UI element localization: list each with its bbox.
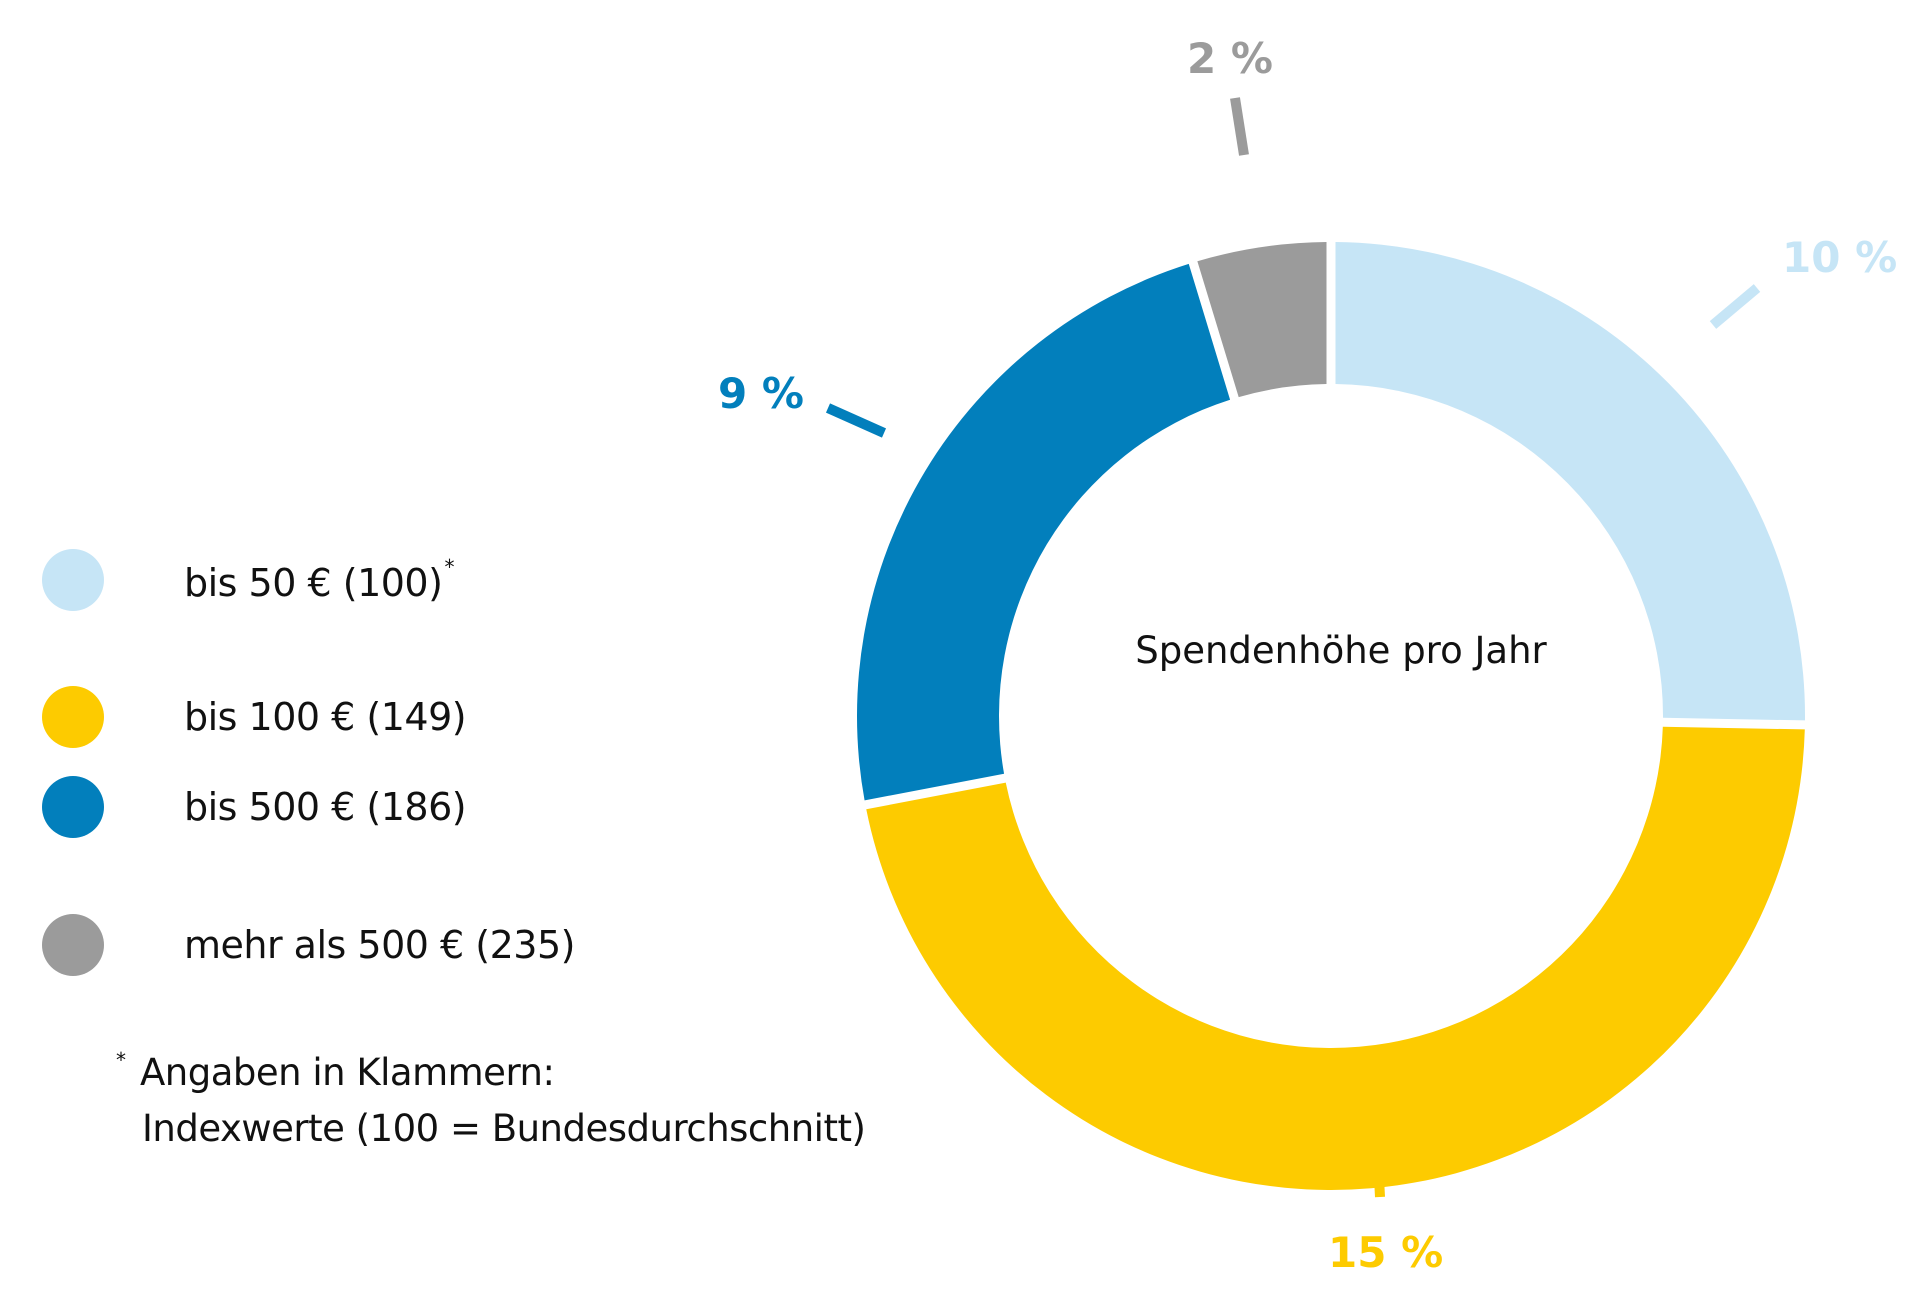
legend-swatch-yellow [42,686,104,748]
legend-item-bis-50: bis 50 € (100) * [42,549,454,611]
label-tick-mehr-als-500 [1230,97,1249,156]
footnote-line-2: Indexwerte (100 = Bundesdurchschnitt) [142,1107,866,1150]
legend-item-mehr-als-500: mehr als 500 € (235) [42,914,575,976]
legend-label: bis 100 € (149) [184,695,467,739]
pct-label-mehr-als-500: 2 % [1187,34,1273,83]
legend-swatch-light-blue [42,549,104,611]
pct-label-bis-100: 15 % [1328,1228,1443,1277]
footnote: * Angaben in Klammern: Indexwerte (100 = … [116,1032,866,1157]
label-tick-bis-50 [1709,284,1761,329]
footnote-marker: * [444,555,454,579]
donut-segment-mehr-als-500 [1197,242,1327,398]
pct-label-bis-50: 10 % [1782,233,1897,282]
label-ticks [825,97,1761,1198]
legend-label: bis 500 € (186) [184,785,467,829]
footnote-line-1: * Angaben in Klammern: [116,1032,865,1101]
legend-label: mehr als 500 € (235) [184,923,575,967]
donut-segment-bis-50 [1335,242,1805,721]
donut-segments [857,242,1805,1190]
legend-swatch-gray [42,914,104,976]
label-tick-bis-100 [1372,1137,1385,1198]
donut-segment-bis-100 [866,726,1805,1190]
chart-title: Spendenhöhe pro Jahr [1135,629,1547,672]
legend-swatch-blue [42,776,104,838]
pct-label-bis-500: 9 % [718,369,804,418]
footnote-star: * [116,1048,126,1072]
percentage-labels: 10 % 15 % 9 % 2 % [718,34,1897,1277]
label-tick-bis-500 [825,403,887,438]
legend-item-bis-100: bis 100 € (149) [42,686,467,748]
donut-segment-bis-500 [857,263,1231,801]
legend-label: bis 50 € (100) * [184,555,454,605]
legend-item-bis-500: bis 500 € (186) [42,776,467,838]
